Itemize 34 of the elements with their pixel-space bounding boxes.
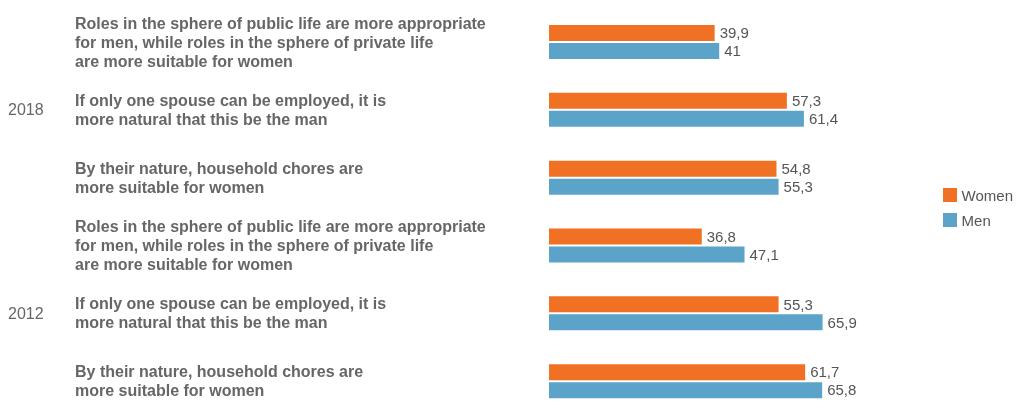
- text: 2018: [8, 101, 44, 119]
- bar: [549, 382, 823, 399]
- bar: [549, 314, 823, 331]
- data-label: 39,9: [719, 24, 749, 42]
- data-label: 55,3: [783, 177, 813, 195]
- y-tick-label: If only one spouse can be employed, it is more natural that this be the man: [75, 91, 387, 128]
- bar: [549, 25, 715, 41]
- data-label: 54,8: [781, 159, 811, 177]
- data-label: 65,8: [827, 381, 857, 399]
- bar: [549, 296, 779, 313]
- bar: [549, 228, 702, 245]
- legend-label: Women: [961, 186, 1013, 204]
- bar: [549, 110, 804, 127]
- data-label: 36,8: [706, 227, 736, 245]
- bar: [549, 246, 745, 263]
- data-label: 61,4: [808, 110, 839, 128]
- text: 2012: [8, 304, 44, 322]
- bar: [549, 43, 720, 59]
- data-label: 55,3: [783, 295, 813, 313]
- bar: [549, 160, 777, 177]
- y-tick-label: By their nature, household chores are more suitable for women: [75, 159, 364, 196]
- data-label: 47,1: [749, 245, 779, 263]
- data-label: 41: [724, 42, 741, 60]
- y-tick-label: If only one spouse can be employed, it is more natural that this be the man: [75, 295, 387, 332]
- legend-label: Men: [961, 211, 991, 229]
- y-tick-label: By their nature, household chores are more suitable for women: [75, 363, 364, 400]
- y-tick-label: Roles in the sphere of public life are more appropriate for men, while roles in the sphere of private life are more suitable for women: [75, 218, 486, 274]
- bar: [549, 364, 806, 381]
- data-label: 57,3: [791, 92, 822, 110]
- data-label: 61,7: [810, 363, 840, 381]
- y-tick-label: Roles in the sphere of public life are more appropriate for men, while roles in the sphere of private life are more suitable for women: [75, 14, 486, 70]
- bar: [549, 178, 779, 195]
- bar: [549, 92, 787, 109]
- data-label: 65,9: [827, 313, 857, 331]
